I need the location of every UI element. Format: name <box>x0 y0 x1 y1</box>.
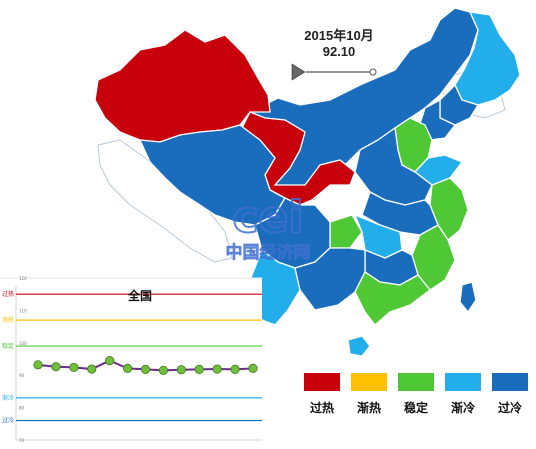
region-hainan <box>347 335 371 357</box>
inset-background <box>0 278 262 444</box>
play-icon[interactable] <box>291 63 306 81</box>
legend-item: 过冷 <box>492 373 528 416</box>
legend-label: 渐热 <box>356 401 381 415</box>
time-slider-handle[interactable] <box>369 68 377 76</box>
watermark-logo-glyph: cei <box>232 192 303 243</box>
inset-data-point <box>176 365 186 375</box>
legend-item: 渐冷 <box>445 373 481 416</box>
legend-item: 稳定 <box>398 373 434 416</box>
watermark-text: 中国经济网 <box>226 242 311 263</box>
inset-data-point <box>212 364 222 374</box>
inset-zone-label: 稳定 <box>2 342 14 350</box>
legend-label: 过冷 <box>497 401 522 415</box>
inset-data-point <box>248 363 258 373</box>
inset-zone-label: 渐冷 <box>2 394 14 402</box>
legend: 过热 渐热 稳定 渐冷 过冷 <box>304 373 528 416</box>
legend-swatch <box>304 373 340 391</box>
region-heilongjiang <box>454 11 521 106</box>
legend-swatch <box>492 373 528 391</box>
inset-zone-label: 过热 <box>2 290 14 298</box>
region-xinjiang <box>94 29 271 143</box>
region-tibet <box>138 124 286 226</box>
inset-tick-label: 120 <box>19 276 27 281</box>
inset-data-point <box>69 362 79 373</box>
inset-data-point <box>51 362 61 372</box>
inset-data-point <box>158 365 169 375</box>
legend-label: 过热 <box>309 401 334 415</box>
inset-data-point <box>33 360 43 370</box>
legend-item: 渐热 <box>351 373 387 416</box>
legend-swatch <box>445 373 481 391</box>
legend-item: 过热 <box>304 373 340 416</box>
inset-zone-label: 过冷 <box>2 417 14 425</box>
legend-swatch <box>351 373 387 391</box>
period-readout: 2015年10月 92.10 <box>292 28 386 60</box>
inset-data-point <box>230 364 240 374</box>
inset-tick-label: 70 <box>19 438 25 443</box>
legend-swatch <box>398 373 434 391</box>
region-guangdong <box>354 271 431 326</box>
period-date: 2015年10月 <box>304 28 374 43</box>
inset-data-point <box>105 356 115 366</box>
inset-data-point <box>87 364 97 374</box>
watermark-logo: cei 中国经济网 <box>225 191 311 263</box>
region-taiwan <box>459 281 477 314</box>
inset-data-point <box>122 363 133 373</box>
inset-data-point <box>140 364 151 374</box>
legend-label: 渐冷 <box>450 401 475 415</box>
inset-tick-label: 90 <box>19 373 25 378</box>
inset-zone-label: 渐热 <box>2 316 14 324</box>
inset-tick-label: 100 <box>19 341 27 346</box>
inset-tick-label: 80 <box>19 406 25 411</box>
legend-label: 稳定 <box>403 401 428 415</box>
period-index: 92.10 <box>322 44 356 59</box>
inset-data-point <box>194 364 204 374</box>
inset-title: 全国 <box>127 288 152 303</box>
inset-tick-label: 110 <box>19 308 27 313</box>
